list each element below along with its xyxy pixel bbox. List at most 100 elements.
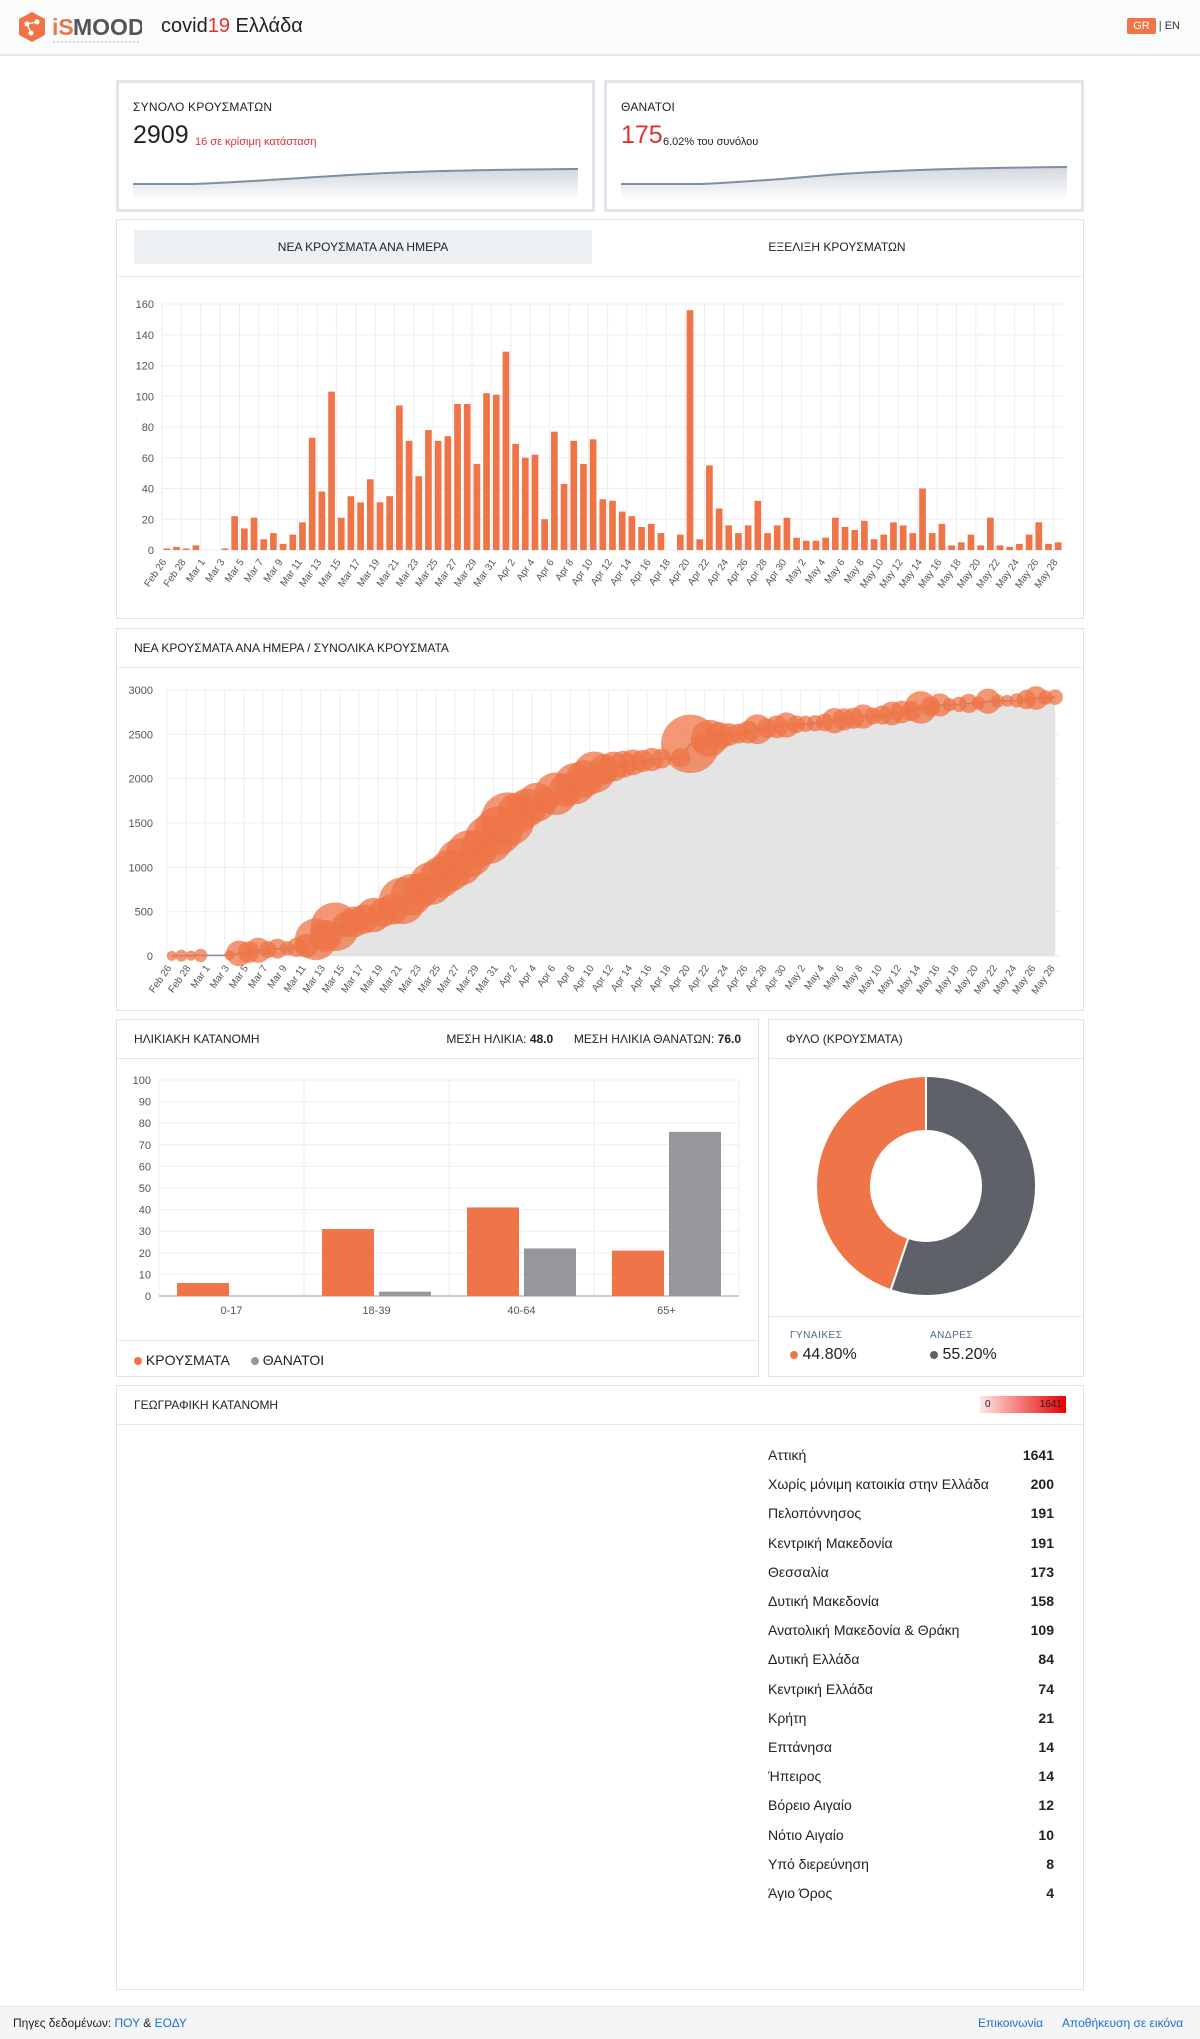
bar [880, 534, 888, 550]
bar [444, 436, 452, 550]
y-tick-label: 0 [145, 1291, 151, 1303]
region-row[interactable]: Άγιο Όρος 4 [768, 1885, 1054, 1914]
region-name: Θεσσαλία [768, 1563, 829, 1580]
region-row[interactable]: Αττική 1641 [768, 1447, 1054, 1476]
y-tick-label: 140 [136, 330, 154, 342]
bar [851, 530, 859, 550]
region-row[interactable]: Δυτική Ελλάδα 84 [768, 1651, 1054, 1680]
bar [957, 542, 965, 550]
total-cases-label: ΣΥΝΟΛΟ ΚΡΟΥΣΜΑΤΩΝ [133, 100, 273, 114]
bar [366, 479, 374, 550]
region-value: 158 [1030, 1593, 1054, 1609]
region-row[interactable]: Δυτική Μακεδονία 158 [768, 1593, 1054, 1622]
mean-death-age-label: ΜΕΣΗ ΗΛΙΚΙΑ ΘΑΝΑΤΩΝ: [573, 1032, 715, 1046]
region-name: Υπό διερεύνηση [768, 1855, 869, 1872]
bar [638, 526, 645, 550]
lang-separator: | [1158, 20, 1162, 32]
lang-gr-button[interactable]: GR [1127, 18, 1156, 34]
bar [231, 516, 239, 550]
bar [676, 534, 684, 550]
bar [599, 499, 607, 550]
save-image-link[interactable]: Αποθήκευση σε εικόνα [1062, 2016, 1184, 2030]
cumulative-area [171, 697, 1056, 956]
y-tick-label: 120 [136, 361, 154, 373]
bar [977, 545, 984, 550]
geo-color-scale: 0 1641 [980, 1396, 1066, 1413]
legend-deaths-label: ΘΑΝΑΤΟΙ [262, 1352, 325, 1368]
bar [512, 443, 519, 550]
region-row[interactable]: Κεντρική Μακεδονία 191 [768, 1535, 1054, 1564]
region-row[interactable]: Ανατολική Μακεδονία & Θράκη 109 [768, 1622, 1054, 1651]
tab-cases-evolution[interactable]: ΕΞΕΛΙΞΗ ΚΡΟΥΣΜΑΤΩΝ [768, 240, 906, 254]
bar [609, 500, 616, 550]
y-tick-label: 3000 [129, 685, 153, 697]
region-row[interactable]: Κρήτη 21 [768, 1710, 1054, 1739]
eody-link[interactable]: ΕΟΔΥ [154, 2016, 187, 2030]
bar [589, 439, 597, 550]
cases-sparkline [133, 168, 578, 201]
x-tick-label: Mar 7 [247, 963, 271, 991]
bar [1035, 522, 1043, 550]
data-sources: Πηγες δεδομένων: ΠΟΥ & ΕΟΔΥ [13, 2016, 187, 2030]
y-tick-label: 80 [142, 422, 154, 434]
x-tick-label: Apr 30 [763, 963, 789, 994]
y-tick-label: 80 [139, 1118, 151, 1130]
region-row[interactable]: Βόρειο Αιγαίο 12 [768, 1797, 1054, 1826]
mean-age-label: ΜΕΣΗ ΗΛΙΚΙΑ: [446, 1032, 527, 1046]
region-name: Άγιο Όρος [768, 1885, 833, 1901]
region-name: Χωρίς μόνιμη κατοικία στην Ελλάδα [768, 1476, 989, 1493]
bubble [166, 950, 177, 962]
y-tick-label: 100 [136, 391, 154, 403]
bar [1006, 546, 1014, 550]
region-row[interactable]: Ήπειρος 14 [768, 1768, 1054, 1797]
app-title: covid19 Ελλάδα [161, 15, 303, 37]
ismood-logo[interactable]: iS MOOD [16, 10, 142, 46]
bar [783, 517, 791, 550]
x-tick-label: Apr 4 [515, 557, 538, 583]
y-tick-label: 60 [139, 1161, 151, 1173]
region-row[interactable]: Επτάνησα 14 [768, 1739, 1054, 1768]
region-row[interactable]: Πελοπόννησος 191 [768, 1505, 1054, 1534]
language-switcher: GR | EN [1127, 18, 1180, 34]
bar [706, 465, 713, 550]
gender-panel: ΦΥΛΟ (ΚΡΟΥΣΜΑΤΑ) ΓΥΝΑΙΚΕΣ 44.80% ΑΝΔΡΕΣ … [768, 1019, 1084, 1377]
region-row[interactable]: Κεντρική Ελλάδα 74 [768, 1681, 1054, 1710]
region-row[interactable]: Θεσσαλία 173 [768, 1564, 1054, 1593]
y-tick-label: 40 [142, 484, 154, 496]
bar [386, 496, 394, 550]
bar [270, 533, 277, 550]
bar [919, 488, 926, 550]
bar [1054, 542, 1062, 550]
age-chart-title: ΗΛΙΚΙΑΚΗ ΚΑΤΑΝΟΜΗ [134, 1032, 260, 1046]
region-name: Επτάνησα [768, 1739, 832, 1755]
bar [396, 405, 403, 550]
region-name: Κρήτη [768, 1709, 807, 1726]
region-row[interactable]: Νότιο Αιγαίο 10 [768, 1827, 1054, 1856]
age-distribution-panel: ΗΛΙΚΙΑΚΗ ΚΑΤΑΝΟΜΗ ΜΕΣΗ ΗΛΙΚΙΑ: 48.0 ΜΕΣΗ… [116, 1019, 759, 1377]
women-slice [815, 1074, 927, 1292]
x-tick-label: 65+ [657, 1305, 676, 1317]
contact-link[interactable]: Επικοινωνία [978, 2016, 1044, 2030]
total-cases-value: 2909 [133, 121, 189, 149]
who-link[interactable]: ΠΟΥ [114, 2016, 140, 2030]
bar [328, 391, 335, 550]
tab-daily-cases[interactable]: ΝΕΑ ΚΡΟΥΣΜΑΤΑ ΑΝΑ ΗΜΕΡΑ [134, 230, 592, 264]
region-value: 12 [1038, 1797, 1054, 1814]
bar [580, 463, 587, 550]
bar [996, 545, 1004, 550]
x-tick-label: Mar 5 [223, 557, 247, 585]
lang-en-button[interactable]: EN [1164, 20, 1180, 32]
bar [793, 537, 800, 550]
bar [686, 310, 694, 550]
region-value: 191 [1030, 1505, 1054, 1522]
region-row[interactable]: Χωρίς μόνιμη κατοικία στην Ελλάδα 200 [768, 1476, 1054, 1505]
mean-death-age-value: 76.0 [717, 1032, 741, 1046]
bar [425, 430, 432, 550]
bar [454, 403, 461, 550]
bar [822, 537, 829, 550]
y-tick-label: 160 [136, 299, 154, 311]
region-name: Ήπειρος [768, 1768, 822, 1785]
region-value: 10 [1038, 1826, 1054, 1843]
total-cases-card: ΣΥΝΟΛΟ ΚΡΟΥΣΜΑΤΩΝ 2909 16 σε κρίσιμη κατ… [116, 80, 595, 212]
region-row[interactable]: Υπό διερεύνηση 8 [768, 1856, 1054, 1885]
